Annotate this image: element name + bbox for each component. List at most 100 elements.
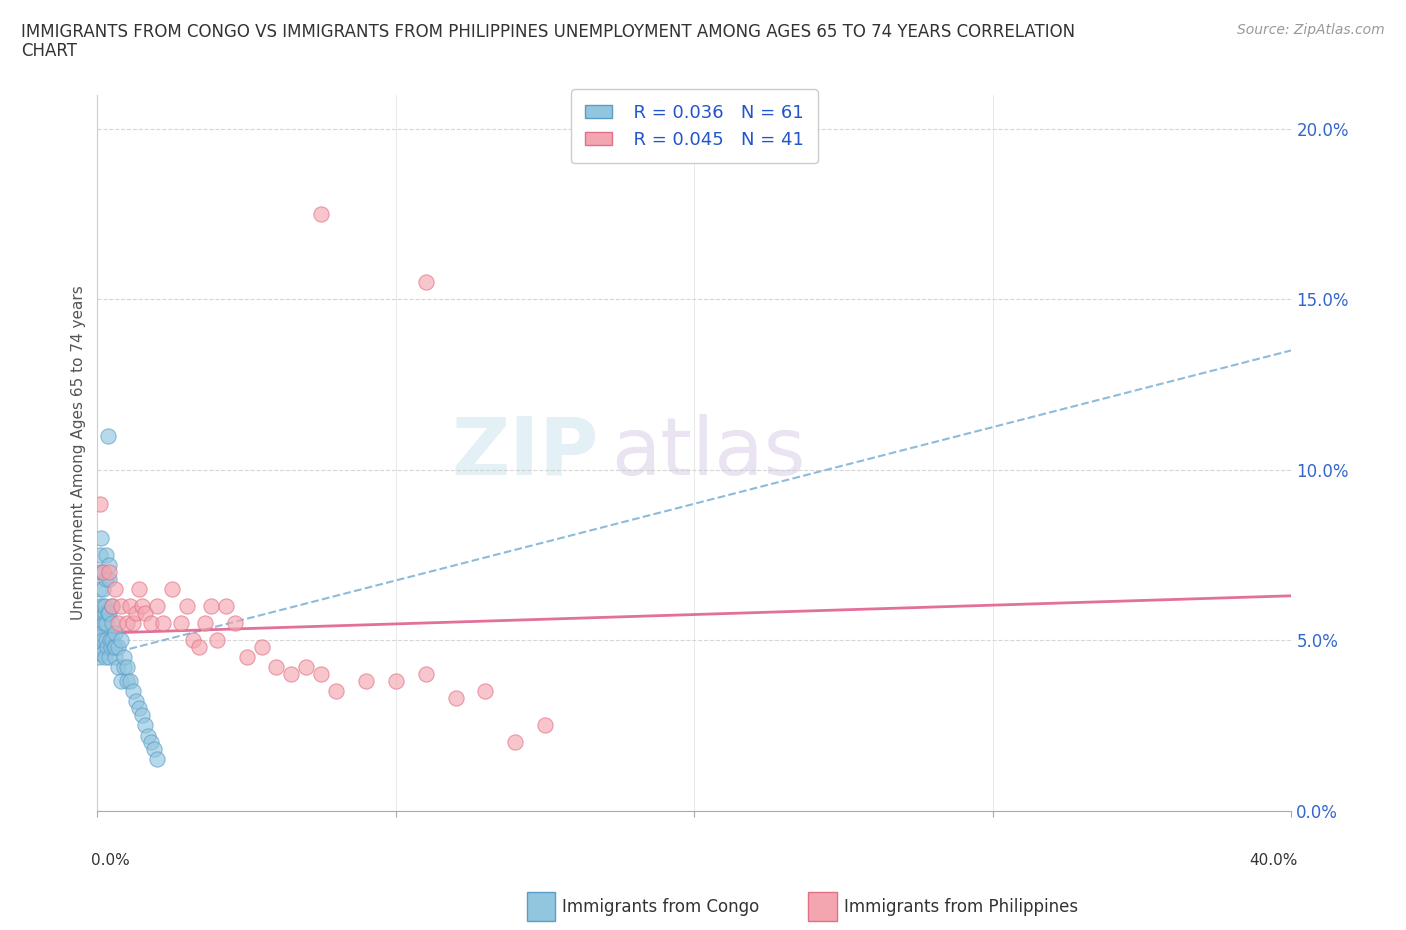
Point <box>122 684 145 698</box>
Text: ZIP: ZIP <box>451 414 599 492</box>
Point <box>96 605 118 620</box>
Point <box>87 650 110 665</box>
Text: Immigrants from Philippines: Immigrants from Philippines <box>844 897 1078 916</box>
Point <box>128 581 150 596</box>
Point <box>104 626 127 641</box>
Point <box>101 599 124 614</box>
Text: 0.0%: 0.0% <box>91 854 131 869</box>
Point <box>139 735 162 750</box>
Point <box>534 718 557 733</box>
Point <box>474 684 496 698</box>
Point <box>89 565 111 579</box>
Point <box>89 599 111 614</box>
Point <box>96 548 118 563</box>
Point <box>98 605 121 620</box>
Point <box>90 616 112 631</box>
Point <box>101 632 124 647</box>
Legend:   R = 0.036   N = 61,   R = 0.045   N = 41: R = 0.036 N = 61, R = 0.045 N = 41 <box>571 89 818 164</box>
Point <box>136 728 159 743</box>
Text: Immigrants from Congo: Immigrants from Congo <box>562 897 759 916</box>
Point <box>87 632 110 647</box>
Point <box>94 650 117 665</box>
Point <box>134 605 156 620</box>
Text: CHART: CHART <box>21 42 77 60</box>
Point <box>235 650 257 665</box>
Point <box>325 684 347 698</box>
Point <box>131 599 153 614</box>
Point <box>91 599 114 614</box>
Point <box>89 616 111 631</box>
Point <box>200 599 222 614</box>
Point <box>96 571 118 586</box>
Point <box>110 599 132 614</box>
Point <box>94 632 117 647</box>
Point <box>91 565 114 579</box>
Point <box>107 640 129 655</box>
Point <box>91 646 114 661</box>
Point <box>90 640 112 655</box>
Point <box>444 691 467 706</box>
Point <box>503 735 526 750</box>
Point <box>112 660 135 675</box>
Point <box>122 616 145 631</box>
Point <box>104 650 127 665</box>
Point <box>98 558 121 573</box>
Point <box>152 616 174 631</box>
Point <box>101 599 124 614</box>
Point <box>128 701 150 716</box>
Point <box>98 571 121 586</box>
Point <box>146 752 169 767</box>
Point <box>90 605 112 620</box>
Point <box>94 599 117 614</box>
Point <box>91 626 114 641</box>
Point <box>134 718 156 733</box>
Point <box>125 605 148 620</box>
Point <box>100 640 122 655</box>
Point <box>90 530 112 545</box>
Point <box>107 660 129 675</box>
Point <box>104 581 127 596</box>
Point <box>115 616 138 631</box>
Point <box>266 660 288 675</box>
Point <box>139 616 162 631</box>
Point <box>120 599 142 614</box>
Point <box>91 581 114 596</box>
Point <box>98 632 121 647</box>
Point <box>295 660 318 675</box>
Point <box>101 616 124 631</box>
Point <box>115 660 138 675</box>
Point <box>89 548 111 563</box>
Point <box>170 616 193 631</box>
Point <box>309 667 332 682</box>
Point <box>91 632 114 647</box>
Point <box>89 581 111 596</box>
Point <box>96 640 118 655</box>
Point <box>309 206 332 221</box>
Point <box>93 616 115 631</box>
Point <box>97 428 120 443</box>
Point <box>89 626 111 641</box>
Point <box>250 640 273 655</box>
Point <box>107 616 129 631</box>
Point <box>104 640 127 655</box>
Text: atlas: atlas <box>610 414 806 492</box>
Point <box>89 497 111 512</box>
Point <box>96 616 118 631</box>
Point <box>93 605 115 620</box>
Y-axis label: Unemployment Among Ages 65 to 74 years: Unemployment Among Ages 65 to 74 years <box>72 286 86 620</box>
Point <box>194 616 217 631</box>
Point <box>415 667 437 682</box>
Point <box>98 565 121 579</box>
Point <box>181 632 204 647</box>
Point <box>103 640 125 655</box>
Point <box>89 640 111 655</box>
Point <box>125 694 148 709</box>
Point <box>415 274 437 289</box>
Point <box>110 632 132 647</box>
Point <box>215 599 238 614</box>
Point <box>131 708 153 723</box>
Point <box>146 599 169 614</box>
Point <box>354 673 377 688</box>
Point <box>110 673 132 688</box>
Text: Source: ZipAtlas.com: Source: ZipAtlas.com <box>1237 23 1385 37</box>
